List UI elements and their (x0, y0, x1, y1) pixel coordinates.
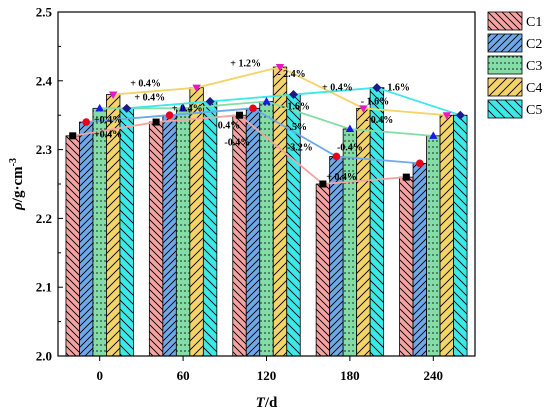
bar-c1-0 (65, 135, 80, 357)
legend-label-c4: C4 (526, 81, 542, 96)
annotation-0: + 1.2% (230, 59, 261, 70)
legend-swatch-c1 (487, 11, 523, 31)
bar-c3-120 (259, 101, 274, 357)
marker-c5-240 (455, 110, 465, 120)
annotation-3: + 0.4% (322, 83, 353, 94)
legend: C1 C2 C3 C4 C5 (487, 11, 542, 119)
marker-c5-180 (372, 83, 382, 93)
annotation-5: + 0.4% (134, 92, 165, 103)
y-axis: 2.0 2.1 2.2 2.3 2.4 2.5 (36, 5, 63, 364)
annotation-1: - 2.4% (277, 69, 305, 80)
x-tick-label: 240 (424, 368, 444, 383)
y-axis-unit-exponent: -3 (8, 158, 19, 166)
marker-c5-60 (205, 96, 215, 106)
bar-c2-240 (412, 162, 427, 357)
bar-c3-0 (92, 107, 107, 357)
bar-c1-60 (148, 121, 164, 357)
annotation-9: - 0.4% (365, 115, 393, 126)
y-tick-label: 2.3 (36, 142, 53, 157)
marker-c1-60 (152, 118, 160, 126)
y-tick-label: 2.2 (36, 211, 52, 226)
annotation-15: -3.2% (287, 143, 313, 154)
y-axis-title: ρ/g·cm-3 (8, 158, 26, 211)
marker-c4-240 (442, 112, 451, 120)
marker-c2-180 (332, 152, 341, 161)
annotation-10: +0.4% (94, 115, 122, 126)
markers-layer (69, 64, 465, 188)
legend-swatch-c3 (487, 55, 523, 75)
y-axis-variable: ρ (10, 202, 26, 211)
bar-c3-180 (342, 128, 358, 357)
bar-c1-120 (232, 114, 247, 357)
marker-c2-0 (82, 118, 90, 126)
legend-swatch-c4 (487, 77, 523, 97)
legend-label-c2: C2 (526, 37, 542, 52)
bar-c1-180 (315, 183, 331, 357)
marker-c2-60 (165, 111, 174, 119)
marker-c4-60 (192, 84, 201, 93)
bar-c2-60 (162, 114, 177, 357)
marker-c3-60 (178, 103, 188, 112)
bar-c4-60 (189, 87, 204, 357)
y-tick-label: 2.0 (36, 349, 52, 364)
marker-c5-120 (289, 90, 298, 100)
marker-c3-120 (262, 96, 271, 105)
bar-c3-60 (175, 107, 191, 357)
bar-c1-240 (399, 176, 414, 357)
bar-c3-240 (426, 135, 441, 357)
annotation-17: + 0.4% (326, 172, 357, 183)
x-axis-variable: T (256, 395, 266, 411)
bar-c5-0 (119, 107, 134, 357)
marker-c3-180 (345, 124, 355, 132)
x-tick-label: 0 (96, 368, 103, 383)
x-tick-label: 120 (257, 368, 277, 383)
x-axis: 0 60 120 180 240 (96, 356, 443, 383)
x-axis-unit: /d (264, 395, 278, 411)
y-tick-label: 2.1 (36, 280, 52, 295)
annotation-6: - 1.6% (361, 96, 389, 107)
marker-c1-120 (236, 111, 243, 119)
bar-c5-180 (369, 87, 385, 357)
annotation-13: +0.4% (94, 129, 122, 140)
bar-c2-0 (79, 121, 94, 357)
marker-c3-240 (429, 131, 438, 139)
bar-c4-240 (439, 114, 454, 357)
y-axis-unit: /g·cm (10, 166, 26, 203)
marker-c1-180 (319, 180, 327, 188)
bar-c2-180 (329, 156, 344, 357)
annotation-11: 0.4% (218, 121, 241, 132)
annotations-layer: + 1.2% - 2.4% + 0.4% + 0.4% - 1.6% + 0.4% - 1.… (94, 59, 410, 184)
x-axis-title: T/d (256, 395, 278, 411)
legend-swatch-c2 (487, 33, 523, 53)
annotation-16: -0.4% (337, 143, 363, 154)
marker-c2-120 (249, 104, 257, 113)
marker-c1-240 (402, 173, 410, 181)
marker-c1-0 (69, 132, 77, 140)
legend-label-c3: C3 (526, 59, 542, 74)
annotation-12: .5% (289, 122, 307, 133)
marker-c2-240 (416, 159, 424, 168)
legend-swatch-c5 (487, 99, 523, 119)
bar-c5-60 (202, 101, 218, 357)
bar-c5-240 (453, 114, 468, 357)
annotation-2: + 0.4% (130, 79, 161, 90)
x-tick-label: 180 (340, 368, 360, 383)
bars-layer (65, 66, 468, 357)
annotation-14: -0.4% (224, 138, 250, 149)
marker-c3-0 (95, 103, 104, 112)
x-tick-label: 60 (177, 368, 190, 383)
legend-label-c5: C5 (526, 103, 542, 118)
legend-label-c1: C1 (526, 15, 542, 30)
marker-c4-180 (359, 105, 368, 113)
y-tick-label: 2.5 (36, 5, 53, 20)
annotation-7: + 0.4% (172, 103, 203, 114)
annotation-4: - 1.6% (382, 83, 410, 94)
y-tick-label: 2.4 (36, 73, 53, 88)
marker-c4-0 (109, 91, 118, 100)
marker-c4-120 (275, 64, 285, 72)
annotation-8: - 1.6% (282, 101, 310, 112)
marker-c5-0 (122, 103, 132, 113)
